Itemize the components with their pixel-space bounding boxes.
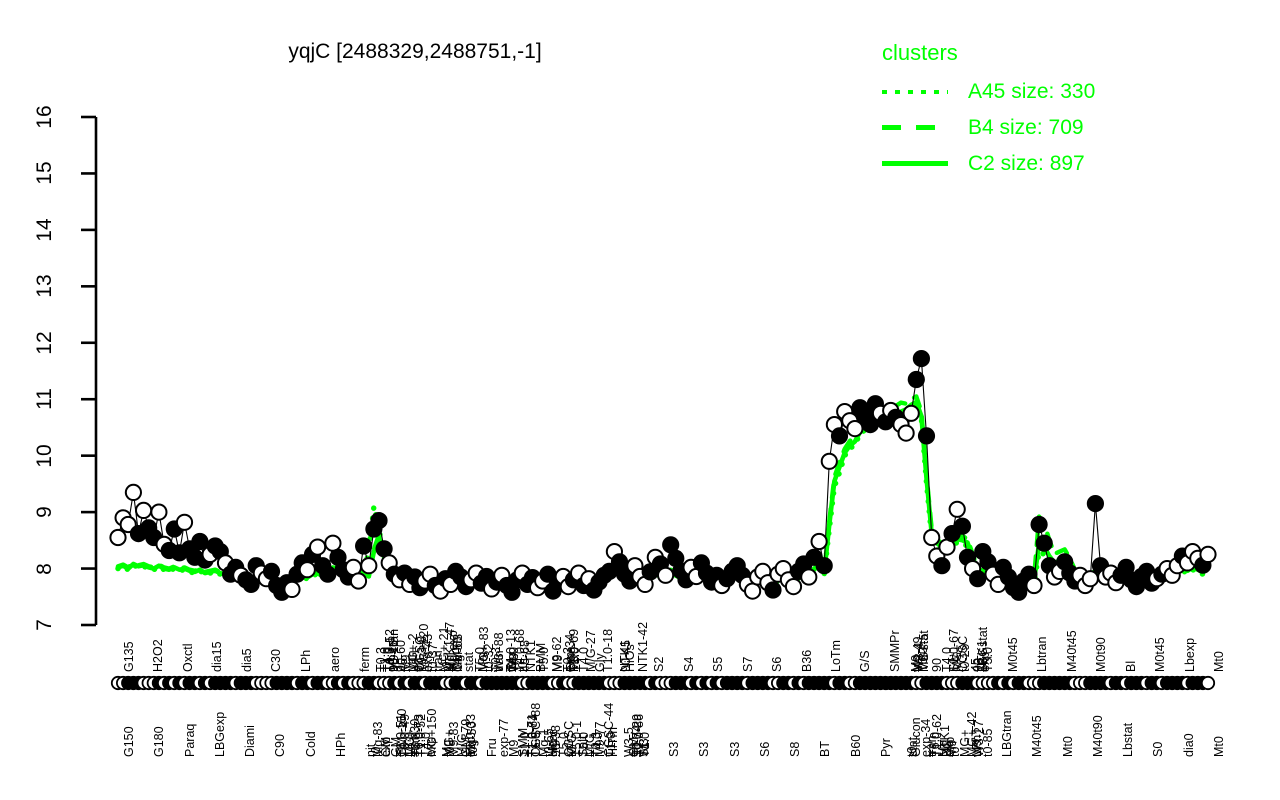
legend: clusters A45 size: 330 B4 size: 709 C2 s… (880, 42, 1210, 184)
x-axis-marker-rug (110, 675, 1216, 691)
data-point (907, 370, 925, 389)
data-point (1199, 545, 1217, 564)
data-point (1030, 515, 1048, 534)
page-title: yqjC [2488329,2488751,-1] (288, 40, 542, 63)
x-axis-marker (1200, 675, 1216, 691)
data-point (764, 581, 782, 599)
data-point (820, 452, 838, 470)
legend-label-b4: B4 size: 709 (968, 116, 1084, 139)
data-point (846, 420, 864, 438)
data-point (810, 532, 828, 551)
data-point (800, 568, 818, 586)
data-point (948, 500, 966, 518)
data-point (815, 557, 833, 575)
data-point (897, 424, 915, 442)
legend-item-b4: B4 size: 709 (880, 112, 1210, 144)
data-point (1025, 576, 1043, 595)
y-axis (81, 115, 98, 627)
legend-label-a45: A45 size: 330 (968, 80, 1096, 103)
data-point (744, 582, 762, 600)
data-point (124, 483, 142, 501)
legend-title: clusters (882, 40, 958, 65)
data-point (1081, 570, 1099, 588)
legend-key-dotted-icon (880, 81, 954, 103)
data-point (135, 501, 153, 519)
data-point (933, 557, 951, 575)
data-point (309, 538, 327, 556)
data-point (175, 513, 194, 531)
data-point (902, 404, 920, 422)
observed-points (109, 350, 1217, 601)
data-point (917, 427, 936, 445)
data-point (298, 561, 316, 579)
data-point (262, 562, 281, 581)
data-point (191, 532, 209, 551)
data-point (355, 537, 373, 555)
data-point (370, 512, 388, 530)
data-point (953, 517, 972, 535)
legend-key-dashed-icon (880, 117, 954, 139)
data-point (657, 566, 675, 584)
data-point (1035, 534, 1053, 552)
legend-label-c2: C2 size: 897 (968, 152, 1085, 175)
data-point (109, 528, 127, 547)
data-point (912, 350, 931, 368)
data-point (830, 427, 849, 445)
data-point (1086, 495, 1105, 513)
legend-key-solid-icon (880, 153, 954, 175)
data-point (324, 534, 342, 552)
legend-item-a45: A45 size: 330 (880, 76, 1210, 108)
data-point (319, 565, 337, 583)
data-point (784, 578, 803, 596)
data-point (923, 528, 941, 547)
data-point (349, 572, 368, 590)
data-point (283, 580, 301, 599)
data-point (375, 540, 393, 558)
data-point (969, 570, 987, 588)
legend-item-c2: C2 size: 897 (880, 148, 1210, 180)
data-point (150, 503, 168, 521)
data-point (360, 557, 378, 575)
data-point (242, 575, 260, 594)
